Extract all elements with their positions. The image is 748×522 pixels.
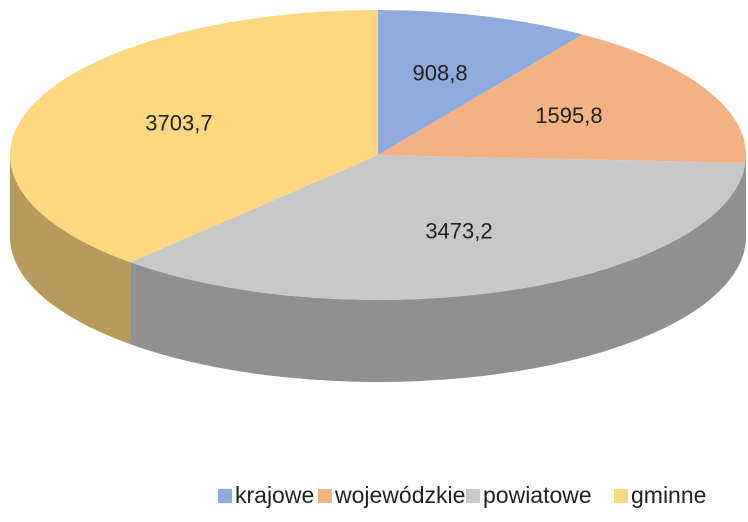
slice [9,10,379,263]
slice [378,10,583,155]
slice-side [745,155,746,245]
slice-side-shade [10,155,131,345]
legend-swatch [318,489,332,503]
legend-label: krajowe [235,482,314,508]
slice-side [10,155,131,345]
slice-side [130,162,746,383]
slice [378,34,746,163]
slice [130,155,746,301]
slice-side-shade [130,162,746,383]
legend-label: powiatowe [483,482,592,508]
legend-label: wojewódzkie [334,482,465,508]
slice-side-shade [745,155,746,245]
data-label: 1595,8 [535,103,602,128]
legend-label: gminne [631,482,706,508]
legend-swatch [466,489,480,503]
legend-swatch [218,489,232,503]
legend-swatch [614,489,628,503]
data-label: 3703,7 [145,110,212,135]
data-label: 908,8 [413,60,468,85]
data-label: 3473,2 [425,219,492,244]
